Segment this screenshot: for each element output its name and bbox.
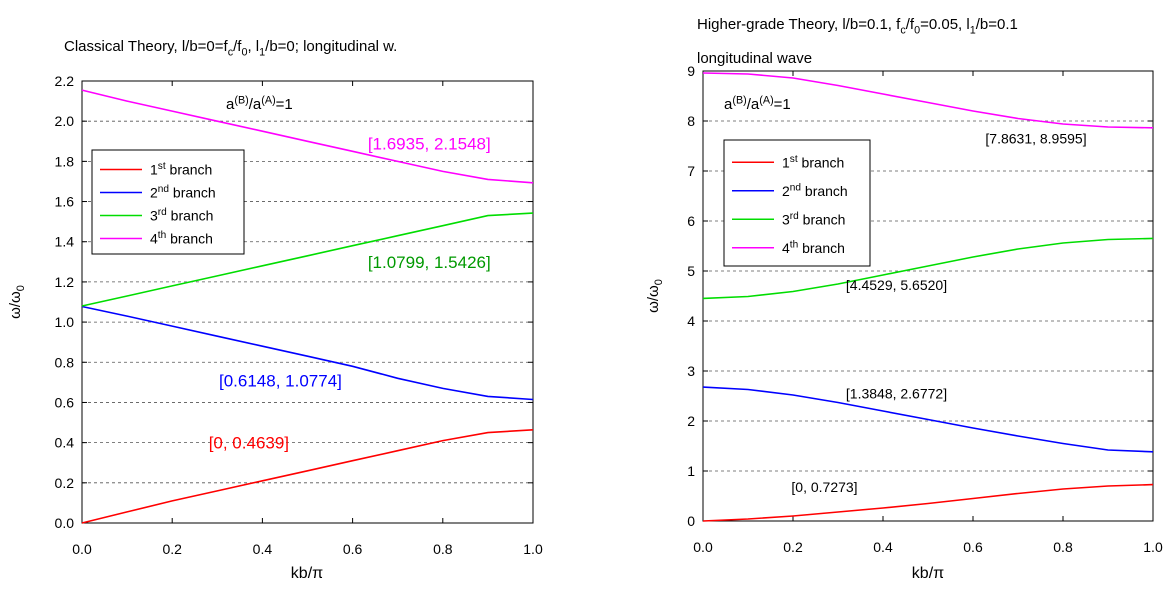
x-tick-label: 0.4 [253, 541, 273, 557]
data-annotation: [0.6148, 1.0774] [219, 371, 342, 390]
series-line-2 [81, 305, 534, 401]
legend-label: 1st branch [150, 161, 212, 177]
ratio-label: a(B)/a(A)=1 [226, 94, 293, 113]
series-line-2 [702, 386, 1154, 453]
chart-title: Classical Theory, l/b=0=fc/f0, l1/b=0; l… [64, 38, 397, 59]
data-annotation: [7.8631, 8.9595] [985, 131, 1086, 147]
x-tick-label: 0.8 [1053, 539, 1073, 555]
y-tick-label: 0.0 [55, 515, 75, 531]
legend: 1st branch 2nd branch 3rd branch 4th branch [723, 139, 871, 267]
y-tick-label: 0.6 [55, 394, 75, 410]
x-tick-label: 0.0 [72, 541, 92, 557]
legend-label: 2nd branch [150, 184, 216, 200]
legend-label: 2nd branch [782, 182, 848, 198]
y-tick-label: 8 [687, 113, 695, 129]
chart-title: Higher-grade Theory, l/b=0.1, fc/f0=0.05… [697, 16, 1018, 37]
y-tick-label: 1.0 [55, 314, 75, 330]
legend-label: 3rd branch [782, 211, 845, 227]
plot-frame [81, 80, 534, 524]
y-tick-label: 2.2 [55, 73, 75, 89]
x-tick-label: 0.2 [783, 539, 803, 555]
legend-box [91, 149, 245, 255]
legend-label: 3rd branch [150, 207, 213, 223]
y-tick-label: 5 [687, 263, 695, 279]
series-line-4 [702, 72, 1154, 129]
data-annotation: [1.6935, 2.1548] [368, 134, 491, 153]
y-tick-label: 2 [687, 413, 695, 429]
y-tick-label: 0.8 [55, 354, 75, 370]
y-tick-label: 1.4 [55, 234, 75, 250]
y-tick-label: 7 [687, 163, 695, 179]
x-tick-label: 0.4 [873, 539, 893, 555]
data-annotation: [1.3848, 2.6772] [846, 386, 947, 402]
ratio-label: a(B)/a(A)=1 [724, 94, 791, 113]
series-line-4 [81, 89, 534, 184]
legend-label: 4th branch [782, 239, 845, 255]
y-tick-label: 0.4 [55, 435, 75, 451]
x-tick-label: 0.6 [343, 541, 363, 557]
x-tick-label: 1.0 [523, 541, 543, 557]
y-tick-label: 4 [687, 313, 695, 329]
legend: 1st branch 2nd branch 3rd branch 4th branch [91, 149, 245, 255]
series-line-1 [81, 429, 534, 524]
y-tick-label: 3 [687, 363, 695, 379]
x-tick-label: 0.6 [963, 539, 983, 555]
x-axis-label: kb/π [912, 565, 944, 582]
y-axis-label: ω/ω0 [645, 279, 665, 313]
x-tick-label: 0.8 [433, 541, 453, 557]
legend-label: 1st branch [782, 154, 844, 170]
y-tick-label: 0 [687, 513, 695, 529]
y-tick-label: 1.2 [55, 274, 75, 290]
x-axis-label: kb/π [291, 565, 323, 582]
x-tick-label: 0.0 [693, 539, 713, 555]
chart-right: 0 1 2 3 4 5 6 7 8 9 0.0 0.2 0.4 0.6 0.8 1.0 [7.8631, 8.9… [645, 16, 1163, 582]
series-line-3 [702, 237, 1154, 300]
legend-box [723, 139, 871, 267]
data-annotation: [4.4529, 5.6520] [846, 277, 947, 293]
series-line-3 [81, 212, 534, 307]
y-tick-label: 9 [687, 63, 695, 79]
series-line-1 [702, 483, 1154, 522]
plot-frame [702, 70, 1154, 522]
data-annotation: [0, 0.4639] [209, 434, 289, 453]
y-tick-label: 1.6 [55, 194, 75, 210]
y-axis-label: ω/ω0 [7, 285, 27, 319]
x-tick-label: 0.2 [162, 541, 182, 557]
data-annotation: [1.0799, 1.5426] [368, 253, 491, 272]
legend-label: 4th branch [150, 230, 213, 246]
chart-left: 0.0 0.2 0.4 0.6 0.8 1.0 1.2 1.4 1.6 1.8 2.0 2.2 0.0 0… [7, 38, 543, 582]
y-tick-label: 1.8 [55, 153, 75, 169]
data-annotation: [0, 0.7273] [791, 479, 857, 495]
y-tick-label: 1 [687, 463, 695, 479]
y-tick-label: 2.0 [55, 113, 75, 129]
chart-subtitle: longitudinal wave [697, 50, 812, 67]
x-tick-label: 1.0 [1143, 539, 1163, 555]
y-tick-label: 0.2 [55, 475, 75, 491]
y-tick-label: 6 [687, 213, 695, 229]
